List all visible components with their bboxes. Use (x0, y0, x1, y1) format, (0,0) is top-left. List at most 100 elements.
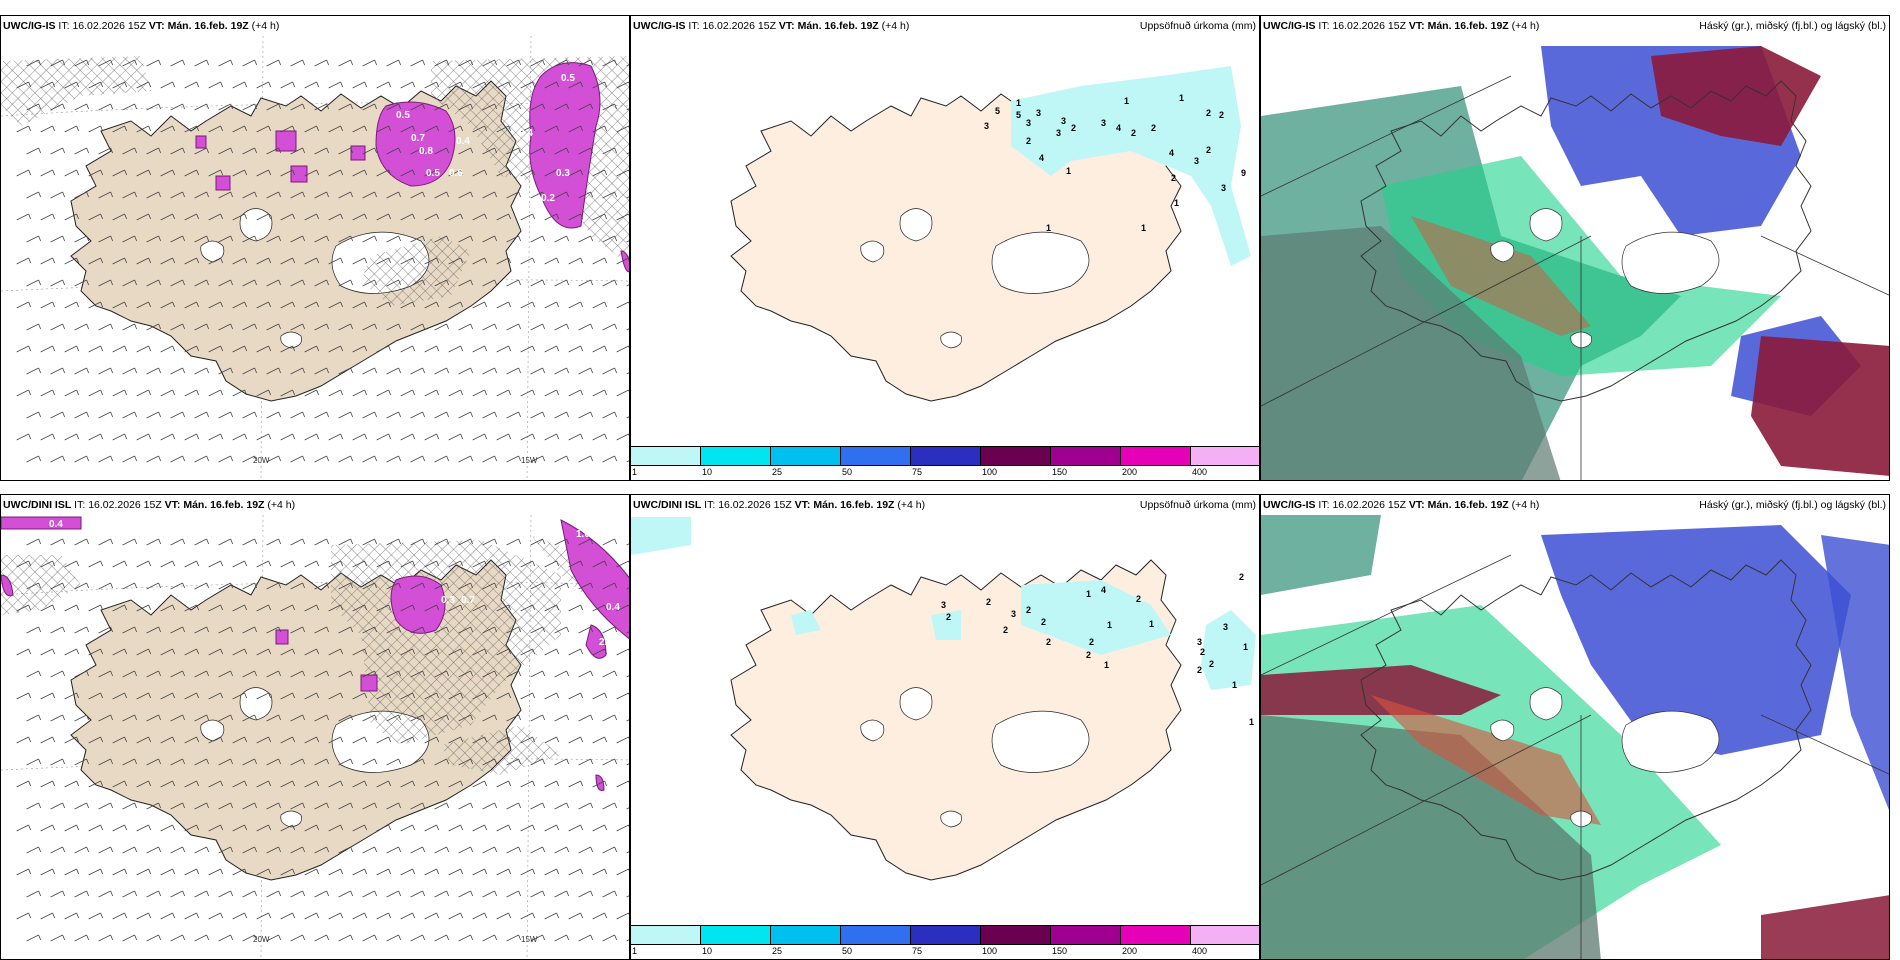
precip-value: 1 (1107, 620, 1112, 630)
panel-top-left-wind: UWC/IG-IS IT: 16.02.2026 15Z VT: Mán. 16… (0, 15, 630, 481)
low-cloud-area (1261, 715, 1601, 959)
precip-value: 2 (946, 612, 951, 622)
precip-value: 1 (1046, 223, 1051, 233)
precip-contour-area (585, 624, 607, 659)
colorbar-cell (981, 926, 1051, 944)
precip-value: 3 (1223, 622, 1228, 632)
precip-value: 1 (1232, 680, 1237, 690)
precip-shading (1021, 580, 1171, 655)
precip-value: 2 (986, 597, 991, 607)
precip-contour-area (195, 135, 207, 149)
colorbar-cell (771, 447, 841, 465)
contour-labels: 0.5 0.7 0.4 0.5 0.8 0.6 0.4 0.5 0.2 0.3 (396, 73, 575, 204)
colorbar-cell (1121, 447, 1191, 465)
colorbar: 1 10 25 50 75 100 150 200 400 (631, 925, 1259, 959)
precip-value: 3 (1056, 128, 1061, 138)
precip-value: 2 (1197, 665, 1202, 675)
panel-bottom-right-clouds: UWC/IG-IS IT: 16.02.2026 15Z VT: Mán. 16… (1260, 494, 1890, 960)
cloud-map (1261, 36, 1889, 480)
colorbar-tick-label: 10 (702, 467, 713, 477)
colorbar-tick-label: 400 (1192, 467, 1208, 477)
colorbar-tick-label: 75 (912, 467, 923, 477)
colorbar-cell (1121, 926, 1191, 944)
precip-value: 2 (1131, 128, 1136, 138)
wind-map: 0.4 0.3 0.7 1.0 2.2 0.4 (1, 515, 629, 959)
high-cloud-area (1751, 336, 1889, 476)
precip-value: 3 (1036, 108, 1041, 118)
high-cloud-area (1371, 695, 1601, 825)
precip-value: 3 (1061, 116, 1066, 126)
lon-label-15w: 15W (521, 935, 538, 944)
precip-value: 2 (1041, 617, 1046, 627)
lon-label-15w: 15W (521, 456, 538, 465)
contour-label: 0.4 (456, 136, 470, 147)
map-borders (1261, 554, 1889, 959)
precip-value: 2 (1136, 594, 1141, 604)
colorbar-cell (841, 447, 911, 465)
colorbar-tick-label: 50 (842, 946, 853, 956)
high-cloud-area (1761, 895, 1889, 959)
precip-value: 5 (1016, 110, 1021, 120)
precip-value: 2 (1200, 647, 1205, 657)
colorbar-cell (911, 447, 981, 465)
precip-contour-area (290, 165, 308, 183)
wind-barbs (16, 538, 629, 942)
colorbar-tick-label: 1 (632, 467, 638, 477)
precip-value: 3 (1221, 183, 1226, 193)
colorbar-cell (841, 926, 911, 944)
hatched-cloud-area (361, 236, 471, 306)
contour-label: 0.2 (541, 193, 555, 204)
contour-label: 1.0 (576, 529, 590, 540)
colorbar-cell (701, 926, 771, 944)
precip-value: 3 (941, 600, 946, 610)
colorbar-tick-label: 100 (982, 946, 998, 956)
contour-label: 0.8 (419, 146, 433, 157)
colorbar-labels: 1 10 25 50 75 100 150 200 400 (631, 945, 1259, 959)
wind-barbs (16, 59, 629, 463)
panel-header: UWC/IG-IS IT: 16.02.2026 15Z VT: Mán. 16… (1263, 20, 1540, 32)
precip-value: 2 (1171, 173, 1176, 183)
precip-value: 2 (1239, 572, 1244, 582)
contour-label: 0.7 (411, 133, 425, 144)
colorbar-cell (1051, 926, 1121, 944)
colorbar-cell (911, 926, 981, 944)
colorbar-tick-label: 1 (632, 946, 638, 956)
colorbar-cell (631, 447, 701, 465)
precip-value: 3 (1197, 637, 1202, 647)
precip-value: 2 (1151, 123, 1156, 133)
contour-label: 0.7 (461, 595, 475, 606)
colorbar-tick-label: 150 (1052, 946, 1068, 956)
iceland-landmass (1360, 80, 1812, 402)
colorbar-cell (771, 926, 841, 944)
panel-header: UWC/IG-IS IT: 16.02.2026 15Z VT: Mán. 16… (3, 20, 280, 32)
colorbar-cell (1191, 926, 1259, 944)
colorbar-cell (631, 926, 701, 944)
precip-value: 1 (1141, 223, 1146, 233)
precip-value: 1 (1249, 717, 1254, 727)
map-borders (1261, 75, 1889, 480)
precip-value: 2 (1026, 605, 1031, 615)
colorbar-tick-label: 100 (982, 467, 998, 477)
wind-map: 0.5 0.7 0.4 0.5 0.8 0.6 0.4 0.5 0.2 0.3 (1, 36, 629, 480)
colorbar-cell (981, 447, 1051, 465)
contour-label: 0.5 (561, 73, 575, 84)
precip-value: 4 (1101, 585, 1106, 595)
cloud-map (1261, 515, 1889, 959)
precip-value: 1 (1086, 589, 1091, 599)
precip-value: 1 (1104, 660, 1109, 670)
precip-shading (791, 610, 821, 635)
low-cloud-area (1261, 226, 1561, 480)
precip-contour-area (620, 250, 629, 273)
panel-bottom-left-wind: UWC/DINI ISL IT: 16.02.2026 15Z VT: Mán.… (0, 494, 630, 960)
mid-cloud-area (1541, 525, 1851, 755)
panel-top-middle-precip: UWC/IG-IS IT: 16.02.2026 15Z VT: Mán. 16… (630, 15, 1260, 481)
lon-label-20w: 20W (253, 456, 270, 465)
panel-header: UWC/DINI ISL IT: 16.02.2026 15Z VT: Mán.… (3, 499, 296, 511)
colorbar-cell (1051, 447, 1121, 465)
precip-value: 4 (1169, 148, 1174, 158)
colorbar-cell (1191, 447, 1259, 465)
colorbar-tick-label: 75 (912, 946, 923, 956)
